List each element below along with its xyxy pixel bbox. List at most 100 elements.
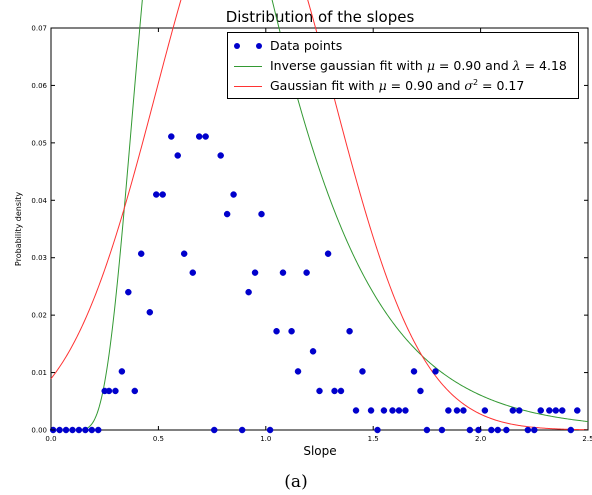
- y-axis-label: Probability density: [14, 192, 23, 266]
- x-tick-label: 0.5: [153, 435, 164, 443]
- data-point: [266, 426, 274, 434]
- data-point: [574, 407, 581, 414]
- legend-text: Gaussian fit with: [270, 78, 379, 94]
- data-point: [316, 387, 323, 395]
- data-point: [210, 426, 218, 434]
- legend-text: = 0.90 and: [434, 58, 513, 73]
- data-point: [195, 133, 203, 140]
- data-point: [445, 407, 452, 414]
- data-point: [56, 426, 63, 434]
- data-point: [62, 426, 70, 434]
- data-point: [174, 152, 181, 159]
- data-point: [395, 407, 403, 414]
- legend-text: Inverse gaussian fit with: [270, 58, 427, 73]
- data-point: [324, 250, 332, 257]
- legend-item-data-points: Data points: [228, 37, 578, 55]
- data-point: [432, 368, 439, 375]
- data-point: [288, 327, 295, 335]
- legend-text: = 0.17: [478, 78, 525, 94]
- data-point: [531, 426, 538, 434]
- legend-line: [234, 66, 262, 67]
- data-point: [245, 288, 252, 296]
- data-point: [230, 191, 237, 198]
- data-point: [189, 269, 197, 276]
- data-point: [88, 426, 96, 434]
- data-point: [546, 407, 553, 414]
- data-point: [69, 426, 76, 434]
- sigma-symbol: σ: [464, 78, 473, 94]
- data-point: [558, 407, 566, 414]
- data-point: [82, 426, 89, 434]
- data-point: [279, 269, 287, 276]
- mu-symbol: μ: [426, 58, 435, 73]
- figure-caption: (a): [284, 472, 308, 492]
- data-point: [153, 191, 160, 198]
- chart-title: Distribution of the slopes: [226, 8, 415, 26]
- data-point: [309, 348, 317, 355]
- data-point: [453, 407, 461, 414]
- y-tick-label: 0.02: [31, 312, 47, 320]
- data-point: [417, 387, 424, 395]
- y-tick-label: 0.04: [31, 197, 47, 205]
- data-point: [359, 368, 366, 375]
- legend-label: Inverse gaussian fit with μ = 0.90 and λ…: [270, 58, 567, 73]
- x-tick-label: 1.5: [368, 435, 379, 443]
- data-point: [374, 426, 381, 434]
- data-point: [503, 426, 510, 434]
- legend-label: Data points: [270, 38, 343, 53]
- legend-dot: [234, 43, 240, 49]
- data-point: [423, 426, 431, 434]
- data-point: [481, 407, 489, 414]
- data-point: [131, 387, 139, 395]
- legend-dot: [256, 43, 262, 49]
- data-point: [251, 269, 259, 276]
- data-point: [146, 309, 154, 316]
- data-point: [494, 426, 502, 434]
- mu-symbol: μ: [378, 78, 387, 94]
- x-axis-label: Slope: [303, 444, 336, 458]
- data-point: [567, 426, 575, 434]
- data-point: [380, 407, 388, 414]
- x-axis-ticks: 0.0 0.5 1.0 1.5 2.0 2.5: [45, 28, 592, 443]
- data-point: [475, 426, 482, 434]
- data-point: [180, 250, 188, 257]
- x-tick-label: 2.5: [582, 435, 592, 443]
- legend-label: Gaussian fit with μ = 0.90 and σ2 = 0.17: [270, 78, 524, 93]
- data-point: [238, 426, 246, 434]
- data-points: [49, 133, 581, 434]
- data-point: [105, 387, 113, 395]
- data-point: [303, 269, 310, 276]
- data-point: [524, 426, 532, 434]
- data-point: [137, 250, 145, 257]
- data-point: [438, 426, 446, 434]
- data-point: [125, 288, 132, 296]
- x-tick-label: 1.0: [260, 435, 271, 443]
- lambda-symbol: λ: [512, 58, 521, 73]
- data-point: [509, 407, 517, 414]
- x-tick-label: 0.0: [45, 435, 56, 443]
- legend-item-inverse-gaussian: Inverse gaussian fit with μ = 0.90 and λ…: [228, 57, 578, 75]
- y-tick-label: 0.07: [31, 25, 47, 33]
- data-point: [331, 387, 338, 395]
- data-point: [202, 133, 209, 140]
- data-point: [112, 387, 119, 395]
- legend-line: [234, 86, 262, 87]
- data-point: [352, 407, 360, 414]
- data-point: [258, 210, 265, 218]
- data-point: [460, 407, 467, 414]
- y-tick-label: 0.05: [31, 139, 47, 147]
- data-point: [223, 210, 231, 218]
- data-point: [168, 133, 175, 140]
- data-point: [537, 407, 544, 414]
- legend-item-gaussian: Gaussian fit with μ = 0.90 and σ2 = 0.17: [228, 77, 578, 95]
- y-tick-label: 0.06: [31, 82, 47, 90]
- inverse-gaussian-fit-line: [51, 0, 589, 431]
- data-point: [294, 368, 302, 375]
- y-tick-label: 0.01: [31, 369, 47, 377]
- data-point: [552, 407, 560, 414]
- x-tick-label: 2.0: [475, 435, 486, 443]
- data-point: [337, 387, 345, 395]
- data-point: [118, 368, 126, 375]
- data-point: [159, 191, 166, 198]
- data-point: [466, 426, 474, 434]
